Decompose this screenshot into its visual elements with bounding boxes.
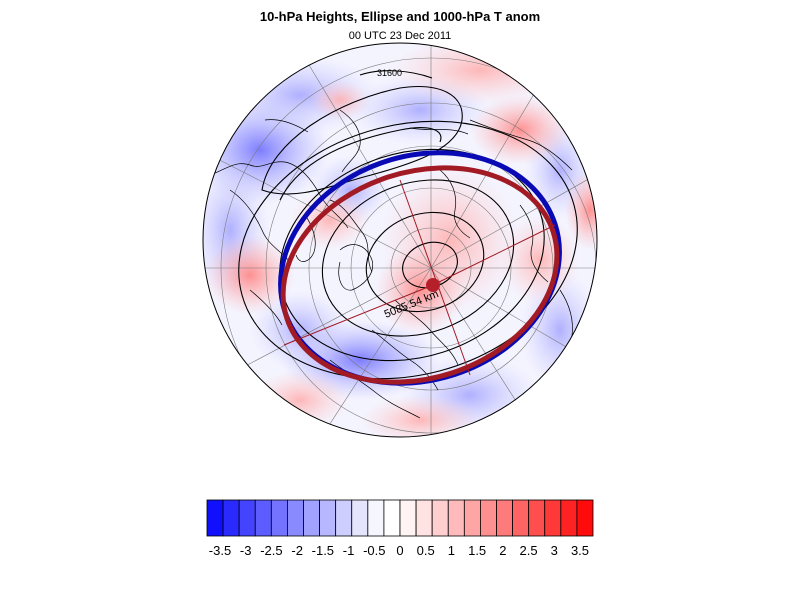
- colorbar-box: [222, 499, 240, 537]
- colorbar-box: [383, 499, 401, 537]
- chart-subtitle: 00 UTC 23 Dec 2011: [348, 30, 452, 42]
- colorbar-box: [463, 499, 481, 537]
- contour-label: 31600: [377, 68, 402, 78]
- colorbar-tick-label: 0.5: [417, 543, 435, 558]
- colorbar-tick-label: -3: [240, 543, 252, 558]
- colorbar-tick-label: 3.5: [571, 543, 589, 558]
- colorbar-box: [238, 499, 256, 537]
- colorbar-box: [270, 499, 288, 537]
- colorbar-box: [335, 499, 353, 537]
- minor-axis-line: [399, 179, 471, 376]
- colorbar-box: [206, 499, 224, 537]
- colorbar-tick-label: 0: [396, 543, 403, 558]
- colorbar-box: [351, 499, 369, 537]
- distance-line: [283, 284, 434, 346]
- colorbar-box: [431, 499, 449, 537]
- colorbar-box: [367, 499, 385, 537]
- colorbar-box: [415, 499, 433, 537]
- colorbar-tick-label: -1.5: [312, 543, 334, 558]
- colorbar-box: [319, 499, 337, 537]
- colorbar-box: [399, 499, 417, 537]
- colorbar-tick-label: 1: [448, 543, 455, 558]
- chart-title: 10-hPa Heights, Ellipse and 1000-hPa T a…: [259, 9, 541, 24]
- vortex-center-dot: [426, 278, 440, 292]
- colorbar-labels: -3.5 -3 -2.5 -2 -1.5 -1 -0.5 0 0.5 1 1.5 2 2.5 3 3.5: [209, 543, 589, 558]
- colorbar-box: [528, 499, 546, 537]
- colorbar-box: [560, 499, 578, 537]
- colorbar-tick-label: 1.5: [468, 543, 486, 558]
- colorbar-boxes: [206, 499, 594, 537]
- fitted-vortex-ellipse: [280, 165, 560, 385]
- colorbar-tick-label: -3.5: [209, 543, 231, 558]
- colorbar-tick-label: 2: [499, 543, 506, 558]
- major-axis-line: [432, 224, 556, 286]
- colorbar-box: [576, 499, 594, 537]
- globe-border: [202, 42, 598, 438]
- colorbar-tick-label: -2.5: [260, 543, 282, 558]
- colorbar-box: [544, 499, 562, 537]
- colorbar-tick-label: 2.5: [520, 543, 538, 558]
- colorbar-box: [254, 499, 272, 537]
- colorbar-tick-label: -2: [291, 543, 303, 558]
- colorbar-box: [480, 499, 497, 537]
- colorbar-tick-label: -1: [343, 543, 355, 558]
- colorbar-tick-label: 3: [551, 543, 558, 558]
- colorbar-box: [303, 499, 320, 537]
- colorbar-tick-label: -0.5: [363, 543, 385, 558]
- colorbar-box: [512, 499, 530, 537]
- colorbar-box: [287, 499, 304, 537]
- colorbar-box: [496, 499, 513, 537]
- colorbar-box: [447, 499, 465, 537]
